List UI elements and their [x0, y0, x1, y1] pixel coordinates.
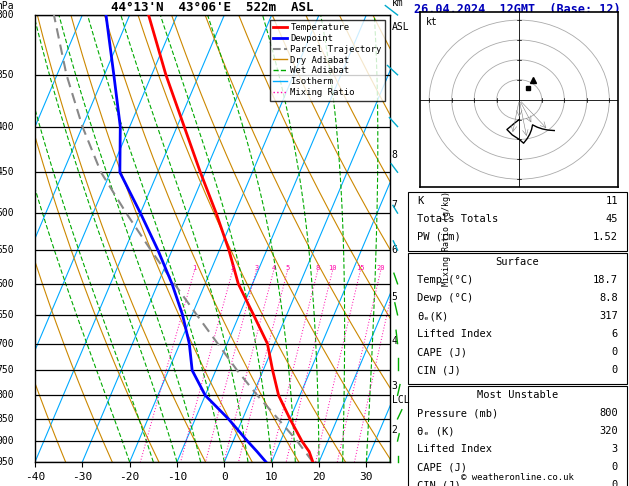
Text: 11: 11 [605, 196, 618, 206]
Text: 320: 320 [599, 426, 618, 436]
Text: CIN (J): CIN (J) [417, 365, 460, 375]
Text: 950: 950 [0, 457, 14, 467]
Text: kt: kt [426, 17, 438, 27]
Text: Totals Totals: Totals Totals [417, 214, 498, 224]
Text: 8: 8 [392, 150, 398, 159]
Text: θₑ(K): θₑ(K) [417, 311, 448, 321]
Text: 4: 4 [272, 265, 276, 271]
Text: hPa: hPa [0, 0, 14, 11]
Text: 26.04.2024  12GMT  (Base: 12): 26.04.2024 12GMT (Base: 12) [414, 3, 621, 17]
Text: 18.7: 18.7 [593, 275, 618, 285]
Text: 10: 10 [328, 265, 337, 271]
Text: Lifted Index: Lifted Index [417, 329, 492, 339]
Text: 6: 6 [611, 329, 618, 339]
Text: 3: 3 [611, 444, 618, 454]
Text: 0: 0 [611, 480, 618, 486]
Text: ASL: ASL [392, 22, 409, 32]
Text: Mixing Ratio (g/kg): Mixing Ratio (g/kg) [442, 191, 451, 286]
Bar [408, 192, 626, 251]
Text: 4: 4 [392, 336, 398, 346]
Text: Lifted Index: Lifted Index [417, 444, 492, 454]
Text: 8: 8 [316, 265, 320, 271]
Text: 5: 5 [392, 292, 398, 301]
Text: Most Unstable: Most Unstable [477, 390, 558, 400]
Text: 900: 900 [0, 436, 14, 446]
Text: PW (cm): PW (cm) [417, 232, 460, 242]
Text: 750: 750 [0, 365, 14, 375]
Text: 2: 2 [392, 425, 398, 435]
Text: 1: 1 [192, 265, 197, 271]
Text: 500: 500 [0, 208, 14, 218]
Text: 5: 5 [286, 265, 289, 271]
Text: 20: 20 [376, 265, 385, 271]
Text: 0: 0 [611, 365, 618, 375]
Text: 700: 700 [0, 339, 14, 348]
Text: 300: 300 [0, 10, 14, 20]
Text: CAPE (J): CAPE (J) [417, 462, 467, 472]
Bar [408, 253, 626, 384]
Text: 800: 800 [0, 390, 14, 400]
Legend: Temperature, Dewpoint, Parcel Trajectory, Dry Adiabat, Wet Adiabat, Isotherm, Mi: Temperature, Dewpoint, Parcel Trajectory… [270, 19, 386, 101]
Text: 1.52: 1.52 [593, 232, 618, 242]
Text: 317: 317 [599, 311, 618, 321]
Text: 0: 0 [611, 347, 618, 357]
Text: 400: 400 [0, 122, 14, 132]
Text: 8.8: 8.8 [599, 293, 618, 303]
Text: 15: 15 [356, 265, 365, 271]
Text: 2: 2 [230, 265, 235, 271]
Title: 44°13'N  43°06'E  522m  ASL: 44°13'N 43°06'E 522m ASL [111, 1, 314, 14]
Text: CIN (J): CIN (J) [417, 480, 460, 486]
Text: 3: 3 [254, 265, 259, 271]
Text: CAPE (J): CAPE (J) [417, 347, 467, 357]
Text: © weatheronline.co.uk: © weatheronline.co.uk [461, 473, 574, 482]
Text: 45: 45 [605, 214, 618, 224]
Text: 450: 450 [0, 167, 14, 177]
Bar [408, 386, 626, 486]
Text: km: km [392, 0, 404, 8]
Text: Pressure (mb): Pressure (mb) [417, 408, 498, 418]
Text: 6: 6 [392, 245, 398, 255]
Text: 650: 650 [0, 310, 14, 320]
Text: Surface: Surface [496, 257, 539, 267]
Text: K: K [417, 196, 423, 206]
Text: 0: 0 [611, 462, 618, 472]
Text: 600: 600 [0, 279, 14, 289]
Text: 550: 550 [0, 245, 14, 255]
Text: LCL: LCL [392, 395, 409, 405]
Text: Temp (°C): Temp (°C) [417, 275, 473, 285]
Text: 850: 850 [0, 414, 14, 424]
Text: 350: 350 [0, 70, 14, 80]
Text: Dewp (°C): Dewp (°C) [417, 293, 473, 303]
Text: 7: 7 [392, 200, 398, 210]
Text: 3: 3 [392, 381, 398, 391]
Text: 800: 800 [599, 408, 618, 418]
Text: θₑ (K): θₑ (K) [417, 426, 454, 436]
